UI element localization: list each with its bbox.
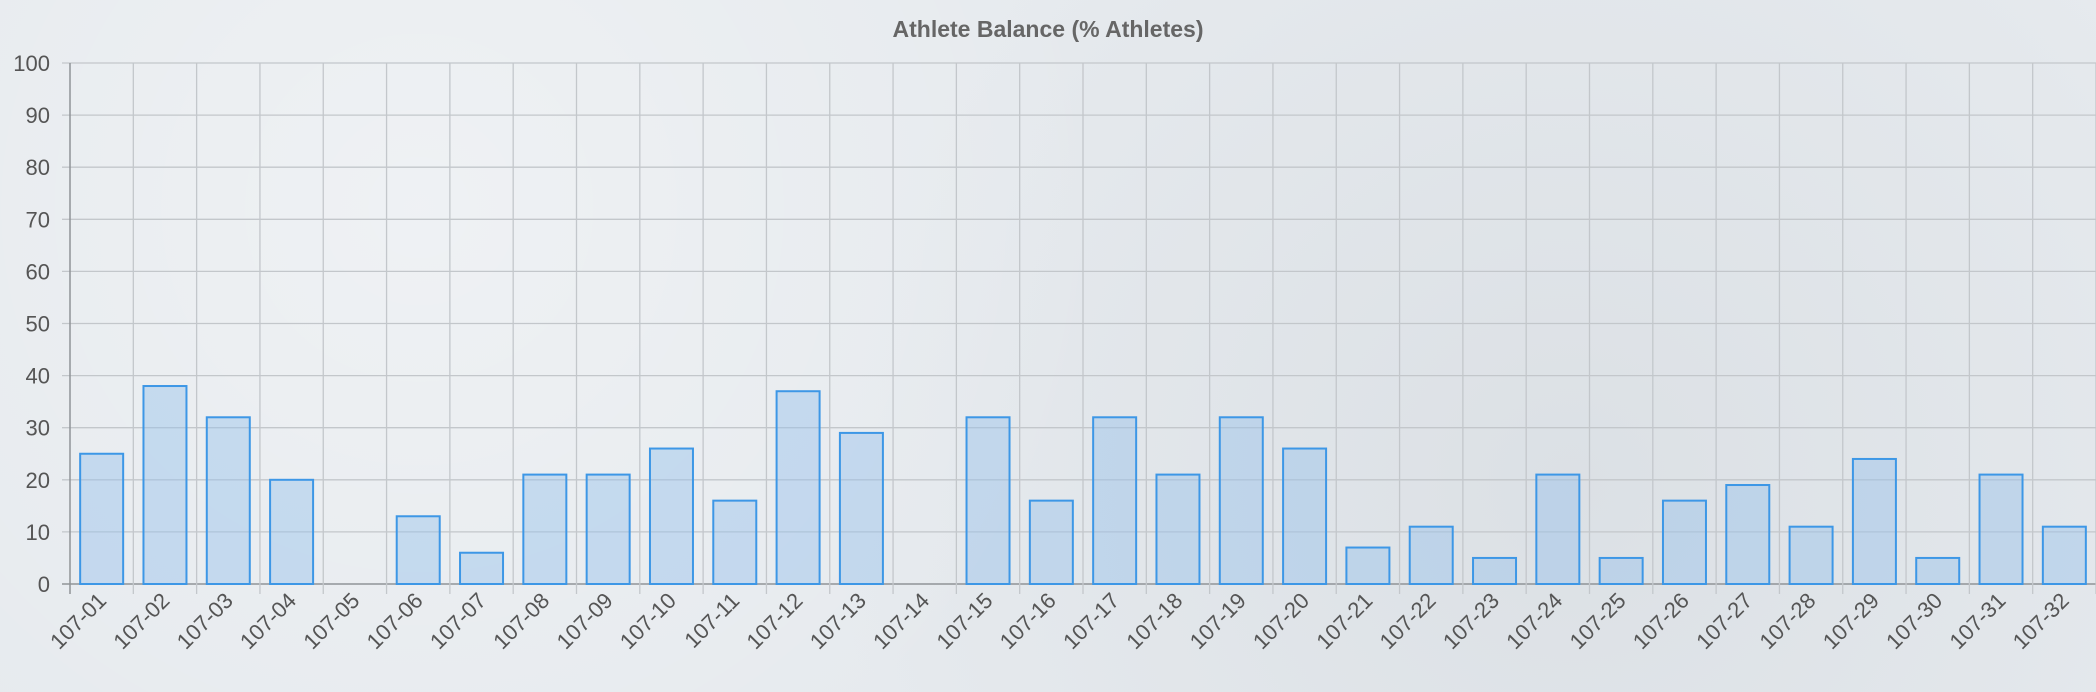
x-tick-label: 107-07 xyxy=(425,588,491,654)
x-tick-label: 107-29 xyxy=(1818,588,1884,654)
bar xyxy=(648,447,694,586)
bar xyxy=(522,473,568,585)
chart-title: Athlete Balance (% Athletes) xyxy=(893,16,1204,42)
x-tick-label: 107-08 xyxy=(488,588,554,654)
x-tick-label: 107-06 xyxy=(362,588,428,654)
y-tick-label: 20 xyxy=(26,468,50,493)
bar-layer xyxy=(79,385,2087,586)
bar xyxy=(1725,484,1771,586)
bar xyxy=(2041,525,2087,586)
bar xyxy=(965,416,1011,585)
x-tick-label: 107-22 xyxy=(1375,588,1441,654)
x-tick-label: 107-13 xyxy=(805,588,871,654)
x-tick-label: 107-10 xyxy=(615,588,681,654)
x-tick-label: 107-01 xyxy=(45,588,111,654)
bar xyxy=(1345,546,1391,586)
y-tick-label: 30 xyxy=(26,416,50,441)
bar xyxy=(1472,556,1518,586)
bar xyxy=(1788,525,1834,586)
x-tick-label: 107-30 xyxy=(1881,588,1947,654)
y-tick-label: 0 xyxy=(38,572,50,597)
grid-layer xyxy=(62,62,2096,594)
y-tick-label: 60 xyxy=(26,259,50,284)
y-tick-label: 90 xyxy=(26,103,50,128)
bar xyxy=(1028,499,1074,586)
x-tick-label: 107-05 xyxy=(298,588,364,654)
y-tick-label: 100 xyxy=(13,51,50,76)
bar xyxy=(1282,447,1328,586)
x-tick-label: 107-11 xyxy=(679,588,744,653)
bar xyxy=(459,551,505,585)
bar xyxy=(205,416,251,585)
bar xyxy=(838,431,884,585)
x-tick-label: 107-31 xyxy=(1944,588,2010,654)
bar xyxy=(269,478,315,585)
x-tick-label: 107-12 xyxy=(742,588,808,654)
y-tick-label: 80 xyxy=(26,155,50,180)
x-tick-label: 107-02 xyxy=(108,588,174,654)
bar xyxy=(1408,525,1454,586)
bar xyxy=(142,385,188,585)
x-tick-label: 107-28 xyxy=(1755,588,1821,654)
x-tick-label: 107-32 xyxy=(2008,588,2074,654)
y-tick-label: 50 xyxy=(26,312,50,337)
bar xyxy=(395,515,441,586)
x-tick-label: 107-19 xyxy=(1185,588,1251,654)
bar xyxy=(1092,416,1138,585)
y-tick-label: 10 xyxy=(26,520,50,545)
bar xyxy=(712,499,758,586)
y-axis: 0 10 20 30 40 50 60 70 80 90 100 xyxy=(13,51,50,597)
bar xyxy=(1155,473,1201,585)
x-tick-label: 107-18 xyxy=(1121,588,1187,654)
x-tick-label: 107-25 xyxy=(1565,588,1631,654)
x-axis: 107-01107-02107-03107-04107-05107-06107-… xyxy=(45,588,2074,654)
bar xyxy=(585,473,631,585)
bar xyxy=(775,390,821,586)
bar xyxy=(1978,473,2024,585)
x-tick-label: 107-16 xyxy=(995,588,1061,654)
x-tick-label: 107-23 xyxy=(1438,588,1504,654)
x-tick-label: 107-17 xyxy=(1058,588,1124,654)
y-tick-label: 40 xyxy=(26,364,50,389)
x-tick-label: 107-20 xyxy=(1248,588,1314,654)
x-tick-label: 107-27 xyxy=(1691,588,1757,654)
bar xyxy=(1218,416,1264,585)
bar xyxy=(1915,556,1961,586)
bar xyxy=(1661,499,1707,586)
x-tick-label: 107-24 xyxy=(1501,588,1567,654)
bar xyxy=(1535,473,1581,585)
bar xyxy=(1598,556,1644,586)
y-tick-label: 70 xyxy=(26,207,50,232)
bar xyxy=(79,452,125,585)
x-tick-label: 107-21 xyxy=(1311,588,1377,654)
bar xyxy=(1851,457,1897,585)
x-tick-label: 107-03 xyxy=(172,588,238,654)
x-tick-label: 107-26 xyxy=(1628,588,1694,654)
x-tick-label: 107-04 xyxy=(235,588,301,654)
x-tick-label: 107-15 xyxy=(931,588,997,654)
x-tick-label: 107-14 xyxy=(868,588,934,654)
x-tick-label: 107-09 xyxy=(552,588,618,654)
